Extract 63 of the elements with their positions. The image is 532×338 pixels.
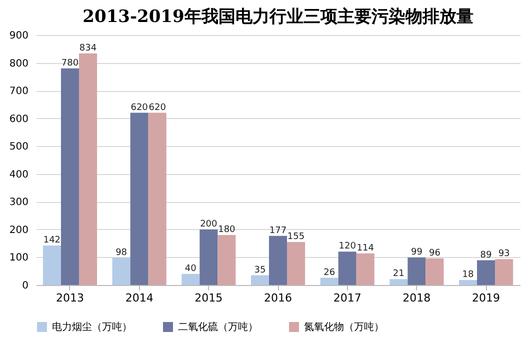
data-label: 120	[338, 242, 356, 252]
data-label: 96	[428, 248, 441, 258]
bar	[200, 229, 218, 285]
data-label: 155	[287, 232, 305, 242]
x-tick-label: 2015	[194, 292, 223, 304]
y-tick-label: 900	[9, 30, 28, 42]
y-tick-label: 500	[9, 142, 28, 153]
data-label: 89	[480, 250, 492, 260]
y-tick-label: 300	[9, 197, 28, 208]
data-label: 200	[200, 219, 218, 230]
bar	[495, 259, 514, 285]
y-tick-label: 600	[9, 114, 28, 125]
x-tick-label: 2014	[125, 292, 154, 304]
data-label: 93	[498, 249, 510, 260]
bar	[148, 112, 166, 285]
data-label: 834	[79, 43, 97, 54]
data-label: 35	[254, 265, 266, 276]
y-tick-label: 800	[9, 58, 28, 70]
bar	[458, 280, 478, 285]
bar	[130, 112, 148, 285]
data-label: 26	[324, 268, 336, 278]
data-label: 40	[184, 264, 197, 274]
data-label: 780	[61, 58, 79, 68]
bar	[60, 68, 79, 285]
x-tick-label: 2019	[472, 292, 500, 304]
bar	[268, 236, 288, 285]
legend-label: 氮氧化物（万吨）	[304, 321, 384, 333]
data-label: 98	[116, 248, 128, 258]
x-tick-label: 2013	[56, 292, 84, 304]
data-label: 177	[269, 226, 287, 236]
bar	[408, 258, 426, 285]
data-label: 114	[356, 243, 374, 254]
bar	[477, 260, 496, 285]
chart-title: 2013-2019年我国电力行业三项主要污染物排放量	[82, 7, 474, 27]
bar	[426, 258, 444, 285]
bar	[320, 278, 338, 285]
bar	[390, 279, 408, 285]
bar	[112, 258, 130, 285]
data-label: 620	[130, 102, 148, 113]
bar	[182, 274, 200, 285]
y-tick-label: 700	[9, 86, 28, 98]
bar	[42, 246, 61, 285]
data-label: 142	[43, 236, 61, 246]
data-label: 99	[410, 248, 423, 258]
legend-label: 二氧化硫（万吨）	[178, 321, 258, 333]
data-label: 18	[462, 270, 474, 280]
data-label: 21	[392, 269, 404, 280]
bar	[287, 242, 306, 285]
y-tick-label: 400	[9, 169, 28, 180]
y-tick-label: 100	[9, 252, 28, 264]
x-tick-label: 2017	[333, 292, 362, 304]
y-tick-label: 200	[9, 224, 28, 236]
data-label: 180	[218, 225, 236, 235]
bar	[218, 235, 236, 285]
bar	[356, 253, 374, 285]
x-tick-label: 2016	[264, 292, 292, 304]
x-tick-label: 2018	[402, 292, 431, 304]
legend-label: 电力烟尘（万吨）	[52, 321, 132, 333]
bar	[250, 275, 269, 285]
y-tick-label: 0	[22, 280, 28, 292]
data-label: 620	[148, 102, 166, 113]
bar	[78, 53, 98, 285]
bar	[338, 252, 356, 285]
